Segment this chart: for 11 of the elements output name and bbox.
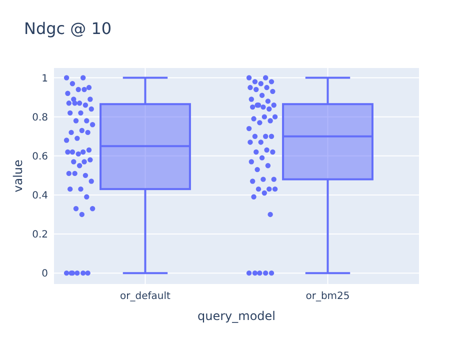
y-tick-label: 0.4 <box>32 190 48 202</box>
chart-title: Ndgc @ 10 <box>24 19 112 38</box>
y-tick-label: 0.2 <box>32 230 48 241</box>
y-tick-label: 0.6 <box>32 151 48 162</box>
x-tick-label: or_bm25 <box>306 291 350 302</box>
x-tick-label: or_default <box>120 291 171 302</box>
y-tick-label: 1 <box>42 73 48 84</box>
y-tick-label: 0.8 <box>32 112 48 124</box>
y-tick-label: 0 <box>42 268 48 280</box>
y-axis-title: value <box>11 160 25 192</box>
x-axis-title: query_model <box>197 309 276 323</box>
